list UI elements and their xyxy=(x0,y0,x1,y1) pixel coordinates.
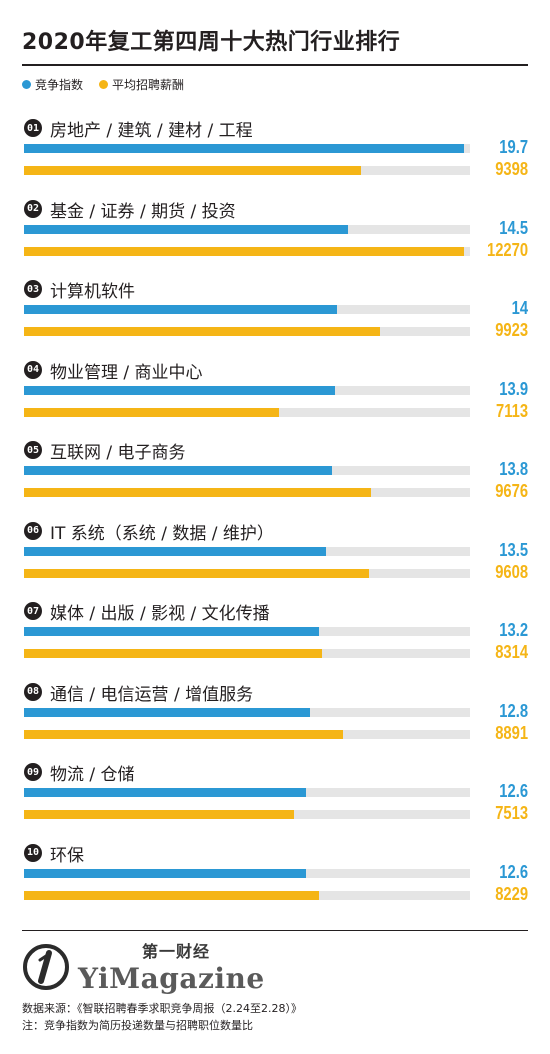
value-label-salary: 9923 xyxy=(495,320,528,340)
value-label-competition: 19.7 xyxy=(499,137,528,157)
bar-avg-salary xyxy=(24,568,369,578)
legend: 竞争指数 平均招聘薪酬 xyxy=(22,76,184,93)
category-label: 物流 / 仓储 xyxy=(50,765,135,785)
rank-badge: 10 xyxy=(24,843,42,862)
bar-avg-salary xyxy=(24,407,279,417)
value-label-salary: 8229 xyxy=(495,883,528,904)
bar-competition-index xyxy=(24,546,326,556)
value-label-salary: 9398 xyxy=(495,159,528,179)
bar-competition-index xyxy=(24,305,337,314)
value-label-competition: 12.6 xyxy=(499,781,528,801)
value-label-competition: 13.2 xyxy=(499,620,528,640)
value-label-competition: 13.8 xyxy=(499,459,528,479)
bar-competition-index xyxy=(24,144,464,153)
legend-dot-blue xyxy=(22,80,31,89)
source-notes: 数据来源：《智联招聘春季求职竞争周报（2.24至2.28）》 注：竞争指数为简历… xyxy=(22,1000,302,1034)
logo-mark-icon xyxy=(22,943,70,991)
legend-item-salary: 平均招聘薪酬 xyxy=(99,76,184,93)
rank-badge: 09 xyxy=(24,763,42,781)
note-text: 注：竞争指数为简历投递数量与招聘职位数量比 xyxy=(22,1019,253,1032)
footer-divider xyxy=(22,930,528,931)
title-divider xyxy=(22,64,528,66)
value-label-competition: 14 xyxy=(511,298,528,318)
bar-competition-index xyxy=(24,224,348,234)
category-label: 物业管理 / 商业中心 xyxy=(50,362,203,383)
category-label: 通信 / 电信运营 / 增值服务 xyxy=(50,684,254,705)
value-label-competition: 12.8 xyxy=(499,700,528,721)
legend-label-competition: 竞争指数 xyxy=(35,78,84,92)
rank-badge: 02 xyxy=(24,199,42,218)
legend-label-salary: 平均招聘薪酬 xyxy=(112,78,185,92)
bar-avg-salary xyxy=(24,810,294,819)
rank-badge: 05 xyxy=(24,441,42,459)
bar-avg-salary xyxy=(24,246,464,256)
bar-competition-index xyxy=(24,868,306,878)
value-label-competition: 13.9 xyxy=(499,378,528,399)
category-label: 环保 xyxy=(50,845,84,866)
rank-badge: 06 xyxy=(24,521,42,540)
bar-avg-salary xyxy=(24,649,322,658)
value-label-salary: 12270 xyxy=(486,239,528,260)
value-label-competition: 12.6 xyxy=(499,861,528,882)
category-label: IT 系统（系统 / 数据 / 维护） xyxy=(50,523,274,544)
bar-competition-index xyxy=(24,707,310,717)
bar-avg-salary xyxy=(24,488,371,497)
value-label-salary: 8891 xyxy=(495,722,528,743)
value-label-salary: 9676 xyxy=(495,481,528,501)
rank-badge: 01 xyxy=(24,119,42,137)
value-label-salary: 7113 xyxy=(495,400,528,421)
value-label-salary: 8314 xyxy=(495,642,528,662)
rank-badge: 03 xyxy=(24,280,42,298)
bar-competition-index xyxy=(24,385,335,395)
yimagazine-logo: 第一财经 YiMagazine xyxy=(22,938,265,995)
category-label: 计算机软件 xyxy=(50,282,135,302)
logo-cn-text: 第一财经 xyxy=(142,942,211,961)
category-label: 房地产 / 建筑 / 建材 / 工程 xyxy=(50,121,253,141)
bar-competition-index xyxy=(24,788,306,797)
category-label: 媒体 / 出版 / 影视 / 文化传播 xyxy=(50,604,270,624)
rank-badge: 08 xyxy=(24,682,42,701)
source-text: 数据来源：《智联招聘春季求职竞争周报（2.24至2.28）》 xyxy=(22,1002,302,1015)
value-label-salary: 9608 xyxy=(495,561,528,582)
logo-en-text: YiMagazine xyxy=(78,962,265,995)
value-label-competition: 13.5 xyxy=(499,539,528,560)
legend-item-competition: 竞争指数 xyxy=(22,76,83,93)
legend-dot-yellow xyxy=(99,80,109,89)
bar-competition-index xyxy=(24,627,319,636)
rank-badge: 07 xyxy=(24,602,42,620)
bar-competition-index xyxy=(24,466,332,475)
category-label: 基金 / 证券 / 期货 / 投资 xyxy=(50,201,236,222)
bar-avg-salary xyxy=(24,166,361,175)
category-label: 互联网 / 电子商务 xyxy=(50,443,186,463)
bar-avg-salary xyxy=(24,890,319,900)
value-label-salary: 7513 xyxy=(495,803,528,823)
bar-avg-salary xyxy=(24,729,343,739)
value-label-competition: 14.5 xyxy=(499,217,528,238)
rank-badge: 04 xyxy=(24,360,42,379)
bar-avg-salary xyxy=(24,327,380,336)
chart-title: 2020年复工第四周十大热门行业排行 xyxy=(22,30,401,55)
